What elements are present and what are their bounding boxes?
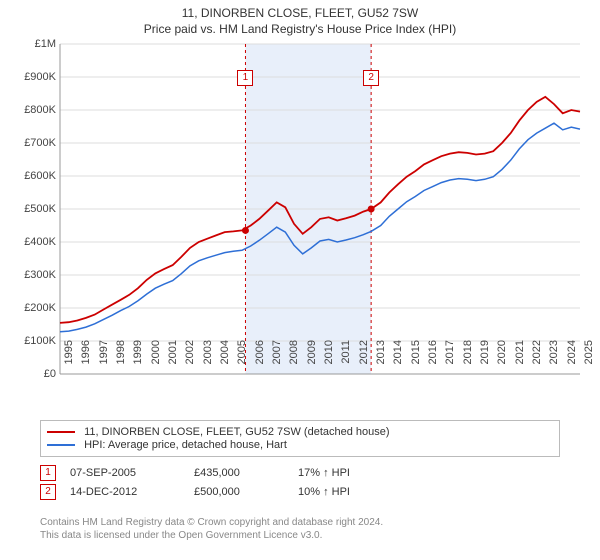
- x-axis-label: 2015: [410, 340, 422, 380]
- y-axis-label: £700K: [12, 137, 56, 149]
- y-axis-label: £500K: [12, 203, 56, 215]
- x-axis-label: 2017: [444, 340, 456, 380]
- y-axis-label: £1M: [12, 38, 56, 50]
- legend-label-hpi: HPI: Average price, detached house, Hart: [84, 439, 287, 451]
- x-axis-label: 2022: [531, 340, 543, 380]
- y-axis-label: £800K: [12, 104, 56, 116]
- y-axis-label: £100K: [12, 335, 56, 347]
- y-axis-label: £200K: [12, 302, 56, 314]
- chart-svg: [60, 44, 580, 374]
- chart-sale-marker-2: 2: [363, 70, 379, 86]
- x-axis-label: 2001: [167, 340, 179, 380]
- x-axis-label: 1999: [132, 340, 144, 380]
- x-axis-label: 2006: [254, 340, 266, 380]
- sales-table: 1 07-SEP-2005 £435,000 17% ↑ HPI 2 14-DE…: [40, 462, 560, 503]
- x-axis-label: 2024: [566, 340, 578, 380]
- x-axis-label: 1995: [63, 340, 75, 380]
- footer-line1: Contains HM Land Registry data © Crown c…: [40, 516, 560, 529]
- x-axis-label: 2009: [306, 340, 318, 380]
- sale-date-1: 07-SEP-2005: [70, 467, 180, 479]
- sale-marker-2-icon: 2: [40, 484, 56, 500]
- x-axis-label: 2019: [479, 340, 491, 380]
- sale-price-1: £435,000: [194, 467, 284, 479]
- x-axis-label: 2023: [548, 340, 560, 380]
- sale-date-2: 14-DEC-2012: [70, 486, 180, 498]
- x-axis-label: 1996: [80, 340, 92, 380]
- y-axis-label: £600K: [12, 170, 56, 182]
- x-axis-label: 1997: [98, 340, 110, 380]
- chart-area: £0£100K£200K£300K£400K£500K£600K£700K£80…: [60, 44, 580, 374]
- x-axis-label: 2025: [583, 340, 595, 380]
- x-axis-label: 2007: [271, 340, 283, 380]
- y-axis-label: £0: [12, 368, 56, 380]
- y-axis-label: £300K: [12, 269, 56, 281]
- x-axis-label: 2011: [340, 340, 352, 380]
- footer-line2: This data is licensed under the Open Gov…: [40, 529, 560, 542]
- x-axis-label: 2014: [392, 340, 404, 380]
- x-axis-label: 2016: [427, 340, 439, 380]
- x-axis-label: 2018: [462, 340, 474, 380]
- x-axis-label: 2010: [323, 340, 335, 380]
- sale-marker-1-icon: 1: [40, 465, 56, 481]
- legend-swatch-hpi: [47, 444, 75, 446]
- x-axis-label: 2021: [514, 340, 526, 380]
- y-axis-label: £400K: [12, 236, 56, 248]
- sale-price-2: £500,000: [194, 486, 284, 498]
- x-axis-label: 2005: [236, 340, 248, 380]
- x-axis-label: 2013: [375, 340, 387, 380]
- x-axis-label: 2012: [358, 340, 370, 380]
- x-axis-label: 2020: [496, 340, 508, 380]
- x-axis-label: 2008: [288, 340, 300, 380]
- sale-pct-2: 10% ↑ HPI: [298, 486, 408, 498]
- legend-row-property: 11, DINORBEN CLOSE, FLEET, GU52 7SW (det…: [47, 426, 553, 438]
- x-axis-label: 2003: [202, 340, 214, 380]
- sale-pct-1: 17% ↑ HPI: [298, 467, 408, 479]
- table-row: 2 14-DEC-2012 £500,000 10% ↑ HPI: [40, 484, 560, 500]
- chart-title-line2: Price paid vs. HM Land Registry's House …: [0, 22, 600, 36]
- table-row: 1 07-SEP-2005 £435,000 17% ↑ HPI: [40, 465, 560, 481]
- legend-box: 11, DINORBEN CLOSE, FLEET, GU52 7SW (det…: [40, 420, 560, 457]
- y-axis-label: £900K: [12, 71, 56, 83]
- chart-title-line1: 11, DINORBEN CLOSE, FLEET, GU52 7SW: [0, 6, 600, 20]
- x-axis-label: 2002: [184, 340, 196, 380]
- legend-label-property: 11, DINORBEN CLOSE, FLEET, GU52 7SW (det…: [84, 426, 389, 438]
- x-axis-label: 2004: [219, 340, 231, 380]
- legend-swatch-property: [47, 431, 75, 433]
- x-axis-label: 1998: [115, 340, 127, 380]
- footer-attribution: Contains HM Land Registry data © Crown c…: [40, 516, 560, 542]
- legend-row-hpi: HPI: Average price, detached house, Hart: [47, 439, 553, 451]
- chart-sale-marker-1: 1: [237, 70, 253, 86]
- x-axis-label: 2000: [150, 340, 162, 380]
